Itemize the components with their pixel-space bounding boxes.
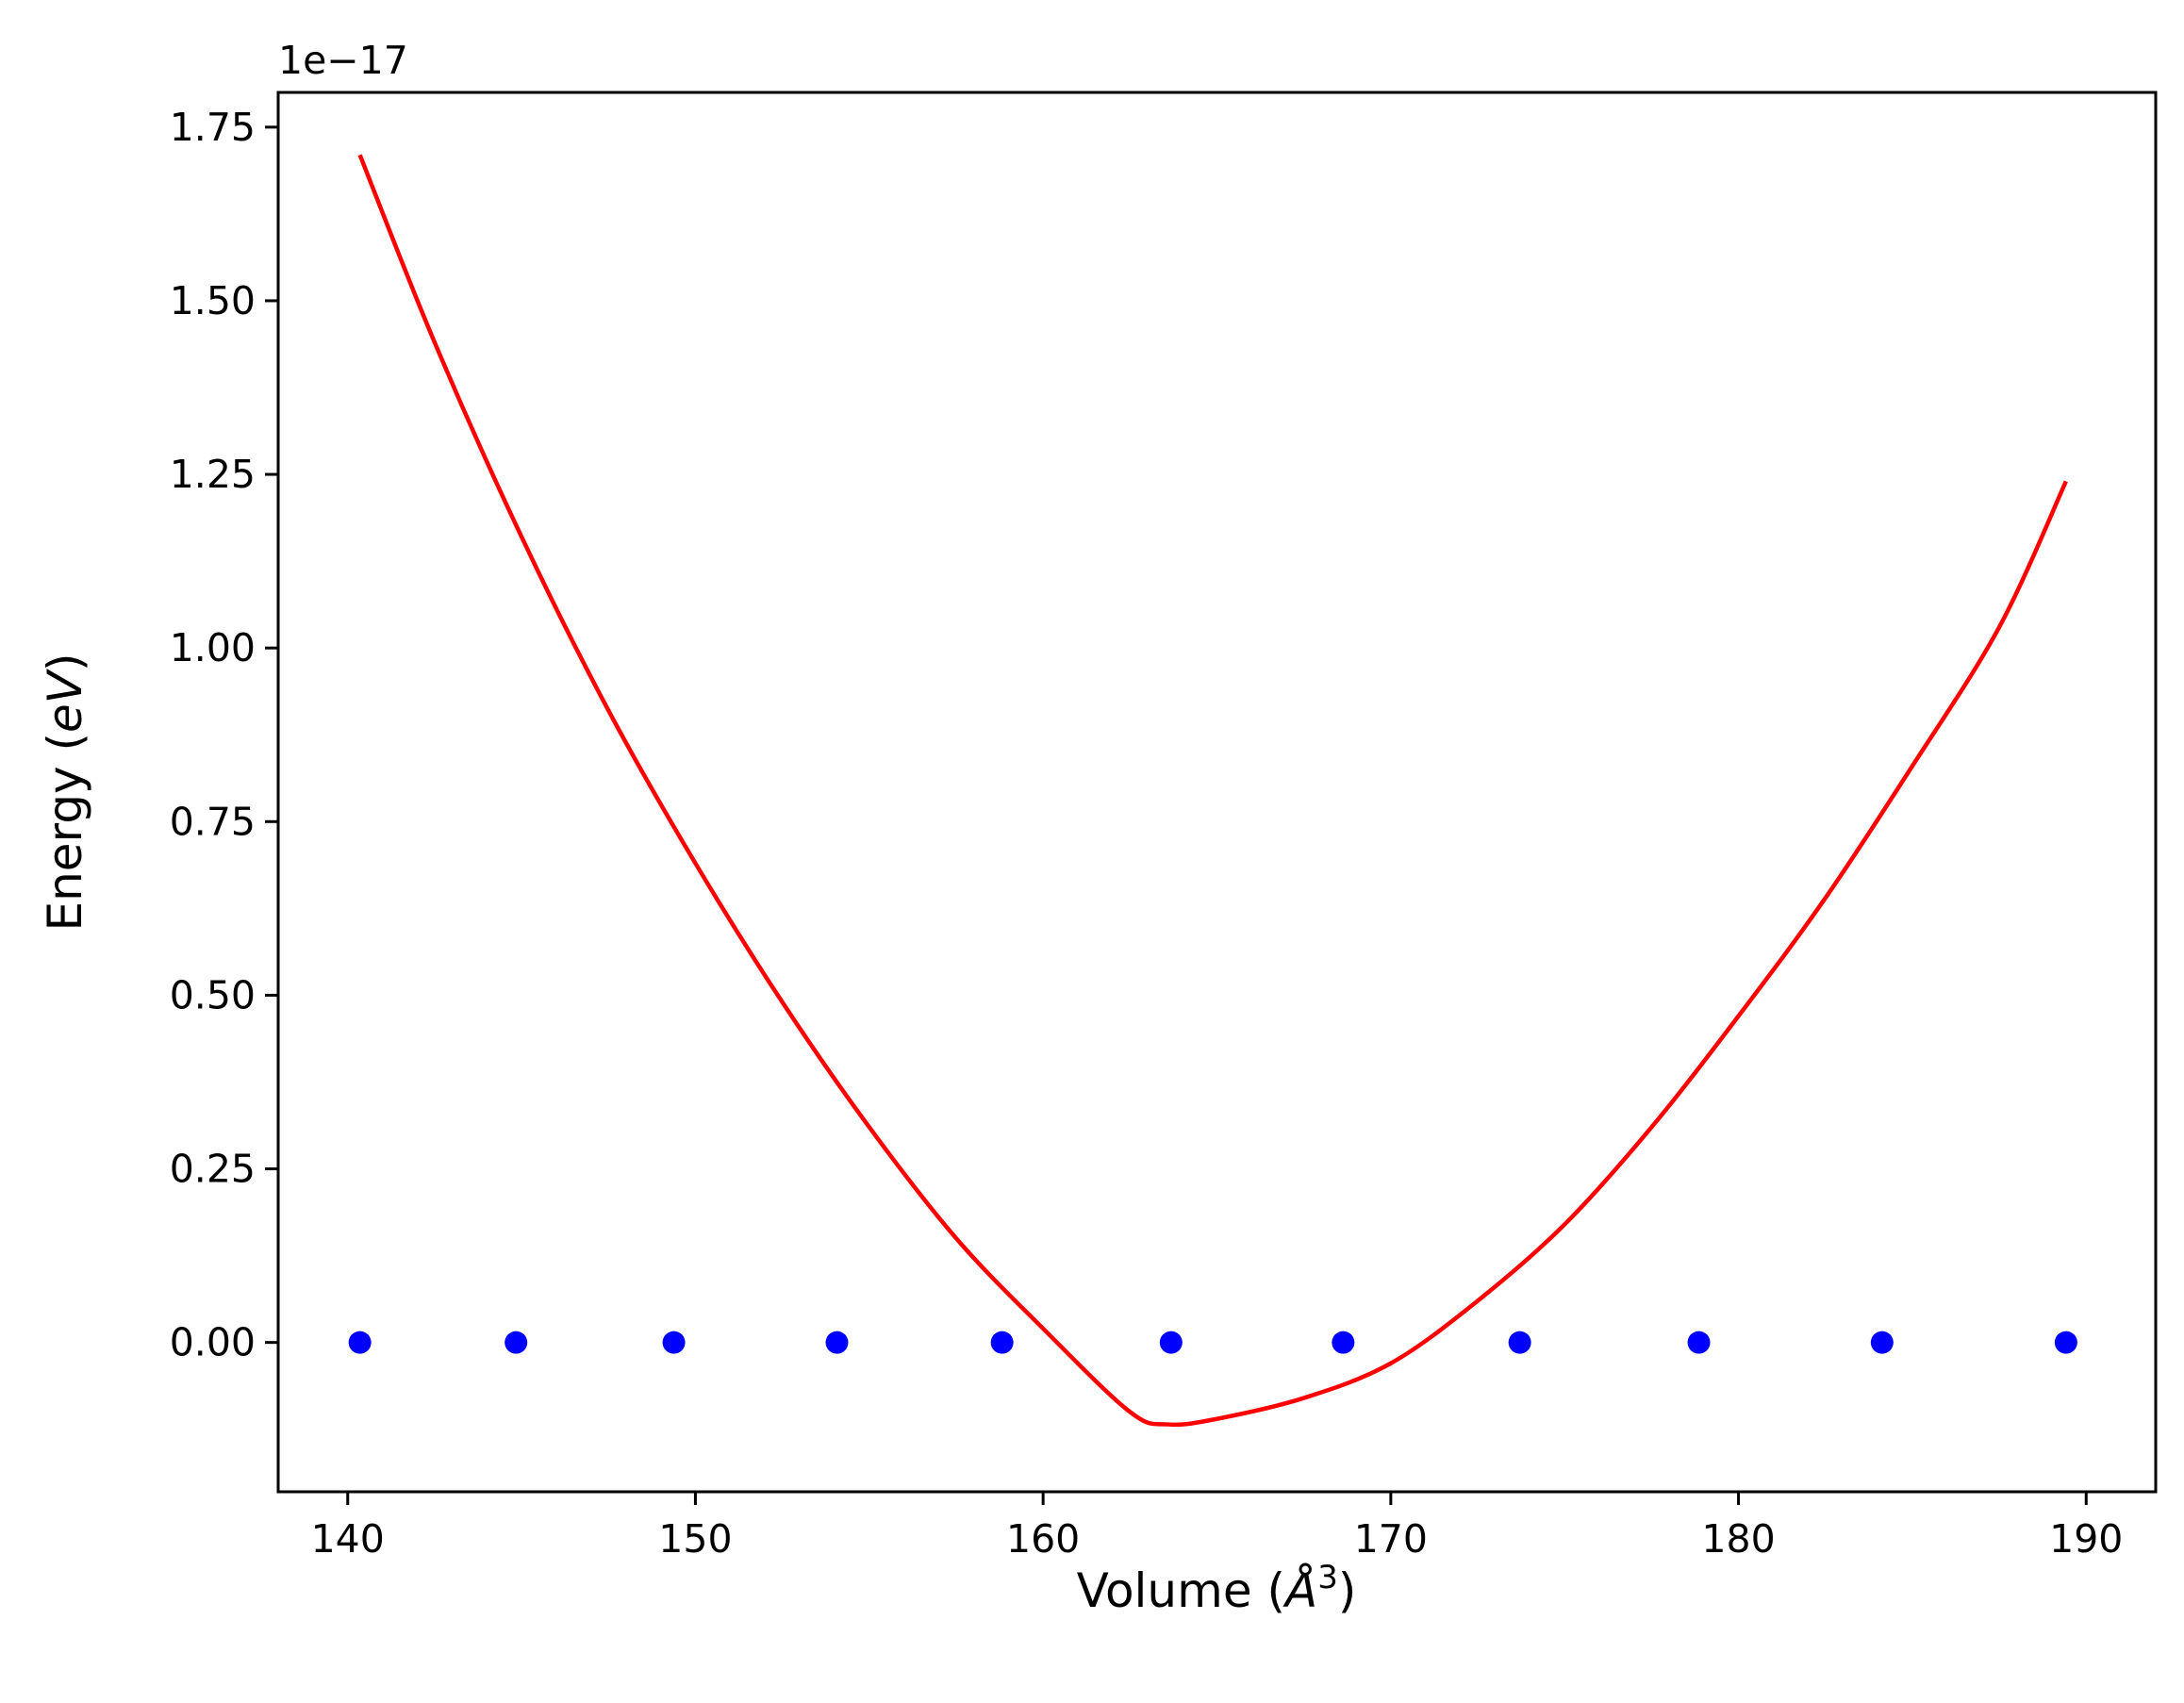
y-tick-label: 0.50 (170, 972, 256, 1017)
y-axis-ticks: 0.00 0.25 0.50 0.75 1.00 1.25 1.50 1.75 (170, 105, 278, 1365)
data-point (990, 1331, 1014, 1354)
y-tick-label: 1.00 (170, 625, 256, 670)
data-point (348, 1331, 372, 1354)
data-point (825, 1331, 849, 1354)
x-tick-label: 180 (1701, 1516, 1775, 1562)
y-tick-label: 1.75 (170, 105, 256, 150)
x-tick-label: 140 (311, 1516, 385, 1562)
data-point (1332, 1331, 1355, 1354)
x-tick-label: 170 (1354, 1516, 1428, 1562)
x-tick-label: 150 (658, 1516, 732, 1562)
x-axis-label: Volume (Å3) (1077, 1559, 1357, 1618)
data-points-layer (348, 1331, 2077, 1354)
y-tick-label: 1.50 (170, 278, 256, 323)
y-tick-label: 0.00 (170, 1320, 256, 1365)
data-point (1687, 1331, 1711, 1354)
data-point (662, 1331, 686, 1354)
fit-curve-line (357, 154, 2068, 1428)
y-axis-offset-label: 1e−17 (278, 38, 408, 83)
data-point (1159, 1331, 1183, 1354)
y-axis-label: Energy (eV) (38, 653, 92, 932)
data-point (1508, 1331, 1531, 1354)
y-tick-label: 0.75 (170, 799, 256, 844)
y-tick-label: 1.25 (170, 452, 256, 497)
x-tick-label: 190 (2049, 1516, 2123, 1562)
data-point (1870, 1331, 1894, 1354)
x-axis-ticks: 140 150 160 170 180 190 (311, 1492, 2123, 1562)
data-point (2054, 1331, 2077, 1354)
x-tick-label: 160 (1006, 1516, 1080, 1562)
data-point (505, 1331, 528, 1354)
y-tick-label: 0.25 (170, 1147, 256, 1192)
plot-frame (276, 91, 2158, 1494)
fit-curve-layer (357, 154, 2068, 1428)
